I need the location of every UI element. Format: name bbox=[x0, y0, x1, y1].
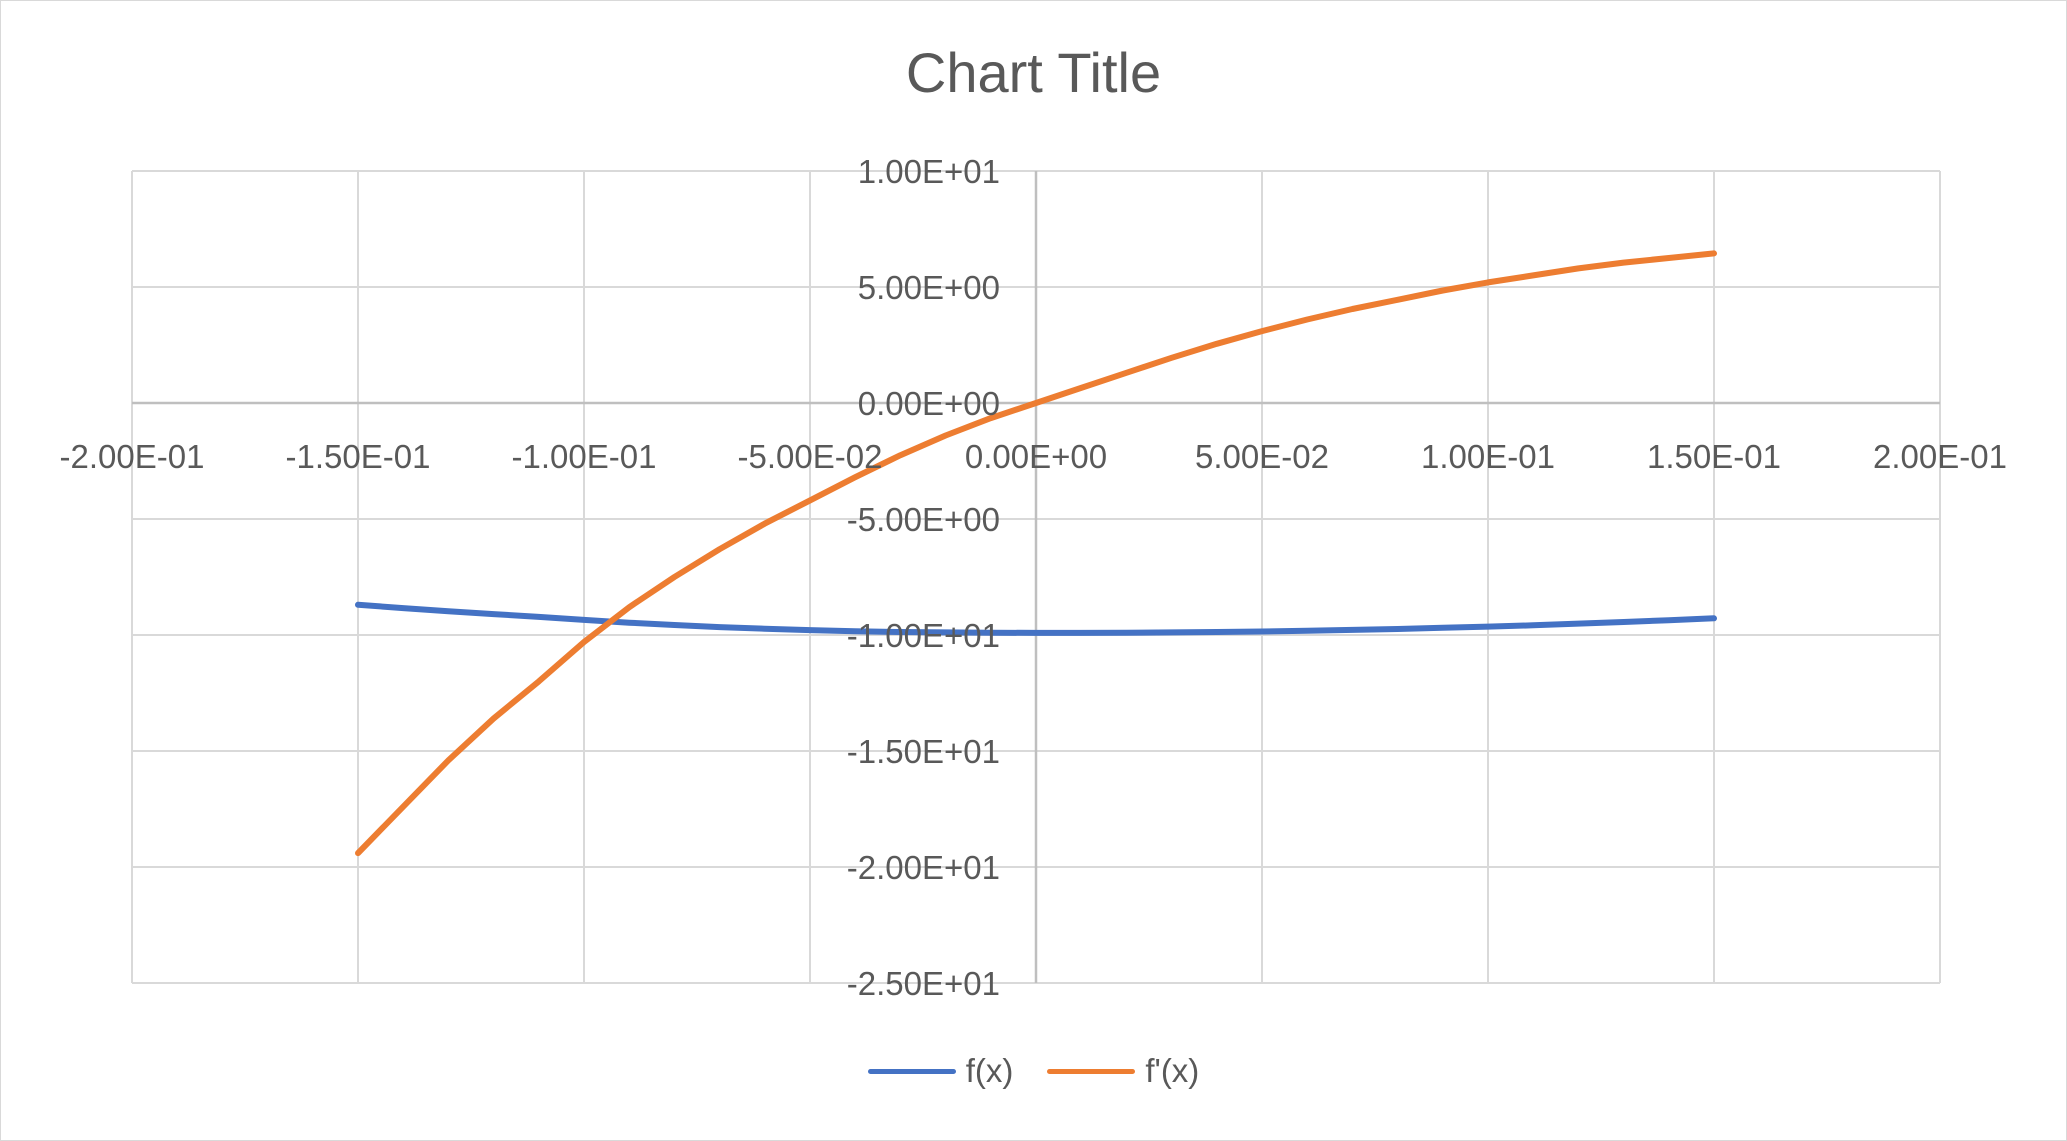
legend-label-f-prime: f'(x) bbox=[1145, 1052, 1200, 1089]
x-tick-label: 1.50E-01 bbox=[1647, 438, 1781, 475]
legend-swatch-f bbox=[867, 1068, 956, 1074]
y-tick-label: -5.00E+00 bbox=[847, 501, 1000, 538]
x-tick-label: 0.00E+00 bbox=[965, 438, 1107, 475]
x-tick-label: -1.00E-01 bbox=[512, 438, 657, 475]
x-tick-label: 2.00E-01 bbox=[1873, 438, 2007, 475]
y-tick-label: -2.50E+01 bbox=[847, 965, 1000, 1002]
x-tick-label: -1.50E-01 bbox=[286, 438, 431, 475]
series-line-f bbox=[355, 601, 1717, 636]
y-tick-label: 5.00E+00 bbox=[858, 269, 1000, 306]
y-tick-label: -1.50E+01 bbox=[847, 733, 1000, 770]
series-lines bbox=[355, 250, 1717, 857]
legend-item-f-prime: f'(x) bbox=[1047, 1052, 1199, 1090]
x-tick-label: 1.00E-01 bbox=[1421, 438, 1555, 475]
legend-swatch-f-prime bbox=[1047, 1068, 1136, 1074]
legend-label-f: f(x) bbox=[965, 1052, 1014, 1089]
y-tick-label: 1.00E+01 bbox=[858, 153, 1000, 190]
y-tick-label: -2.00E+01 bbox=[847, 849, 1000, 886]
legend-item-f: f(x) bbox=[867, 1052, 1014, 1090]
chart-title: Chart Title bbox=[905, 41, 1162, 104]
tick-labels: -2.00E-01 -1.50E-01 -1.00E-01 -5.00E-02 0.00… bbox=[60, 153, 2007, 1002]
x-tick-label: -2.00E-01 bbox=[60, 438, 205, 475]
x-tick-label: 5.00E-02 bbox=[1195, 438, 1329, 475]
x-tick-label: -5.00E-02 bbox=[738, 438, 883, 475]
axes bbox=[132, 171, 1940, 983]
y-tick-label: -1.00E+01 bbox=[847, 617, 1000, 654]
y-tick-label: 0.00E+00 bbox=[858, 385, 1000, 422]
legend: f(x) f'(x) bbox=[0, 1052, 2067, 1090]
series-line-f-prime bbox=[355, 250, 1717, 857]
